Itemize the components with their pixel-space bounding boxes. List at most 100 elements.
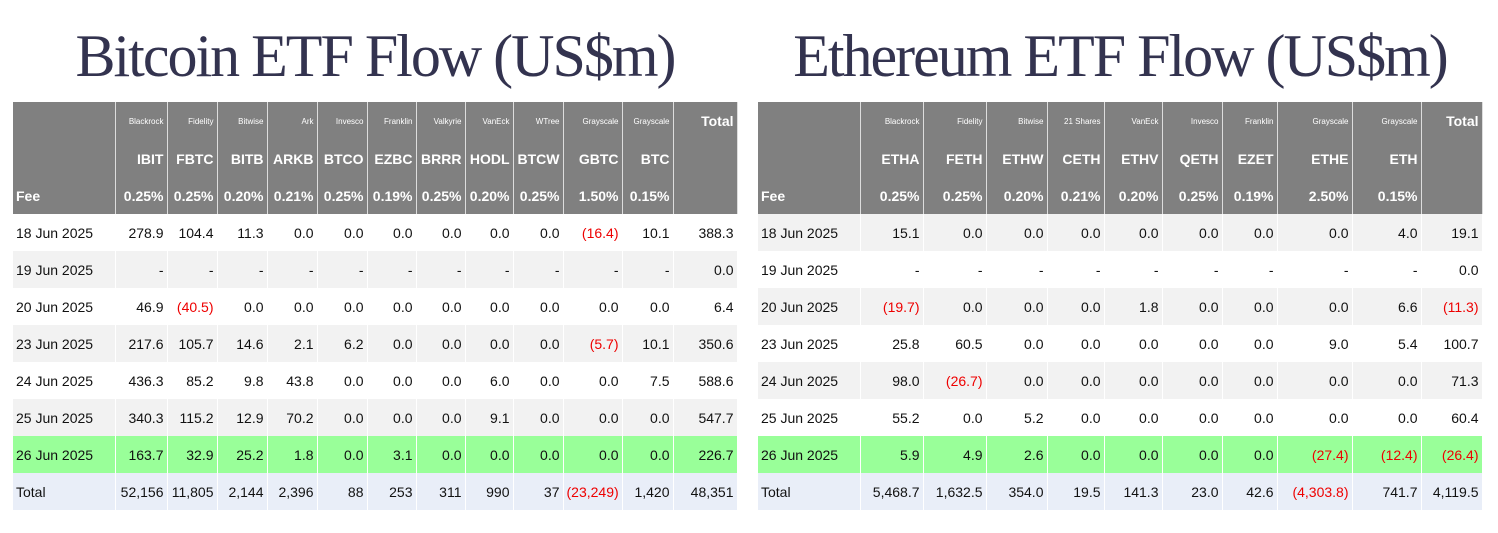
date: 20 Jun 2025 xyxy=(758,288,861,325)
flow-value: 2.1 xyxy=(267,325,318,362)
flow-value: 5.4 xyxy=(1352,325,1422,362)
flow-value: 0.0 xyxy=(267,288,318,325)
flow-value: 0.0 xyxy=(622,288,674,325)
fee: 0.19% xyxy=(367,177,417,214)
flow-value: 0.0 xyxy=(563,436,623,473)
flow-value: 226.7 xyxy=(673,436,738,473)
flow-value: 6.4 xyxy=(673,288,738,325)
ethereum-panel: Ethereum ETF Flow (US$m) Blackrock Fideli… xyxy=(758,0,1483,510)
date: 19 Jun 2025 xyxy=(758,251,861,288)
fee-label: Fee xyxy=(13,177,116,214)
flow-value: 0.0 xyxy=(367,399,417,436)
date: 23 Jun 2025 xyxy=(758,325,861,362)
flow-value: 1.8 xyxy=(1104,288,1163,325)
flow-value: 0.0 xyxy=(1162,399,1223,436)
title: Bitcoin ETF Flow (US$m) xyxy=(75,23,676,89)
flow-value: 388.3 xyxy=(673,214,738,251)
flow-value: 0.0 xyxy=(986,362,1048,399)
flow-value: 10.1 xyxy=(622,214,674,251)
ticker: CETH xyxy=(1047,140,1105,177)
fee: 0.25% xyxy=(860,177,924,214)
total-value: 1,420 xyxy=(622,473,674,510)
flow-value: 60.4 xyxy=(1421,399,1483,436)
date: 24 Jun 2025 xyxy=(13,362,116,399)
date: 24 Jun 2025 xyxy=(758,362,861,399)
flow-value: 0.0 xyxy=(317,399,368,436)
issuer: Blackrock xyxy=(860,102,924,140)
flow-value: - xyxy=(217,251,268,288)
flow-value: 70.2 xyxy=(267,399,318,436)
date: 25 Jun 2025 xyxy=(758,399,861,436)
flow-value: 43.8 xyxy=(267,362,318,399)
flow-value: - xyxy=(167,251,218,288)
fee: 0.25% xyxy=(317,177,368,214)
flow-value: 0.0 xyxy=(986,214,1048,251)
data-row: 19 Jun 2025- - - - - - - - -0.0 xyxy=(758,251,1483,288)
fee: 0.20% xyxy=(217,177,268,214)
empty-cell xyxy=(673,140,738,177)
flow-value: 0.0 xyxy=(367,325,417,362)
fee: 2.50% xyxy=(1277,177,1353,214)
flow-table: Blackrock Fidelity Bitwise 21 Shares VanEck I… xyxy=(758,102,1483,510)
date: 18 Jun 2025 xyxy=(758,214,861,251)
flow-value: - xyxy=(1104,251,1163,288)
total-value: 4,119.5 xyxy=(1421,473,1483,510)
flow-value: 0.0 xyxy=(1104,214,1163,251)
ticker: HODL xyxy=(465,140,514,177)
flow-value: 350.6 xyxy=(673,325,738,362)
flow-value: 0.0 xyxy=(673,251,738,288)
empty-cell xyxy=(1421,177,1483,214)
fee: 0.25% xyxy=(513,177,564,214)
fee: 0.15% xyxy=(622,177,674,214)
issuer: Fidelity xyxy=(167,102,218,140)
total-value: 2,396 xyxy=(267,473,318,510)
ticker: BTC xyxy=(622,140,674,177)
ticker-row: IBIT FBTC BITB ARKB BTCO EZBC BRRR HODL BTCW GBTC… xyxy=(13,140,738,177)
ticker: ETHA xyxy=(860,140,924,177)
flow-value: 0.0 xyxy=(622,436,674,473)
flow-value: 0.0 xyxy=(513,362,564,399)
flow-value: 0.0 xyxy=(465,325,514,362)
fee-row: Fee 0.25% 0.25% 0.20% 0.21% 0.20% 0.25% 0.19% 2.… xyxy=(758,177,1483,214)
data-row: 24 Jun 2025 98.0 (26.7) 0.0 0.0 0.0 0.0 0.0 0.0 0… xyxy=(758,362,1483,399)
flow-value: 278.9 xyxy=(115,214,168,251)
issuer: Invesco xyxy=(317,102,368,140)
title: Ethereum ETF Flow (US$m) xyxy=(793,23,1449,89)
flow-table: Blackrock Fidelity Bitwise Ark Invesco Frankl… xyxy=(13,102,738,510)
total-value: 2,144 xyxy=(217,473,268,510)
ticker: BTCO xyxy=(317,140,368,177)
flow-value: 55.2 xyxy=(860,399,924,436)
flow-value: 0.0 xyxy=(923,214,987,251)
ticker: EZBC xyxy=(367,140,417,177)
flow-value: 5.2 xyxy=(986,399,1048,436)
flow-value: - xyxy=(465,251,514,288)
date: 26 Jun 2025 xyxy=(13,436,116,473)
data-row: 19 Jun 2025- - - - - - - - - - -0.0 xyxy=(13,251,738,288)
flow-value: 3.1 xyxy=(367,436,417,473)
issuer: Franklin xyxy=(367,102,417,140)
total-value: 42.6 xyxy=(1222,473,1278,510)
flow-value: 163.7 xyxy=(115,436,168,473)
fee: 0.25% xyxy=(416,177,466,214)
flow-value: - xyxy=(115,251,168,288)
flow-value: - xyxy=(367,251,417,288)
flow-value: 0.0 xyxy=(513,436,564,473)
flow-value: 340.3 xyxy=(115,399,168,436)
empty-cell xyxy=(1421,140,1483,177)
flow-value: 0.0 xyxy=(317,436,368,473)
flow-value: - xyxy=(1277,251,1353,288)
flow-value: 25.2 xyxy=(217,436,268,473)
flow-value: 85.2 xyxy=(167,362,218,399)
flow-value: (26.4) xyxy=(1421,436,1483,473)
issuer: Franklin xyxy=(1222,102,1278,140)
flow-value: 11.3 xyxy=(217,214,268,251)
flow-value: 0.0 xyxy=(1047,288,1105,325)
flow-value: 0.0 xyxy=(367,288,417,325)
flow-value: 0.0 xyxy=(513,288,564,325)
flow-value: 1.8 xyxy=(267,436,318,473)
issuer: Blackrock xyxy=(115,102,168,140)
flow-value: (19.7) xyxy=(860,288,924,325)
issuer: Ark xyxy=(267,102,318,140)
ticker: ETHV xyxy=(1104,140,1163,177)
